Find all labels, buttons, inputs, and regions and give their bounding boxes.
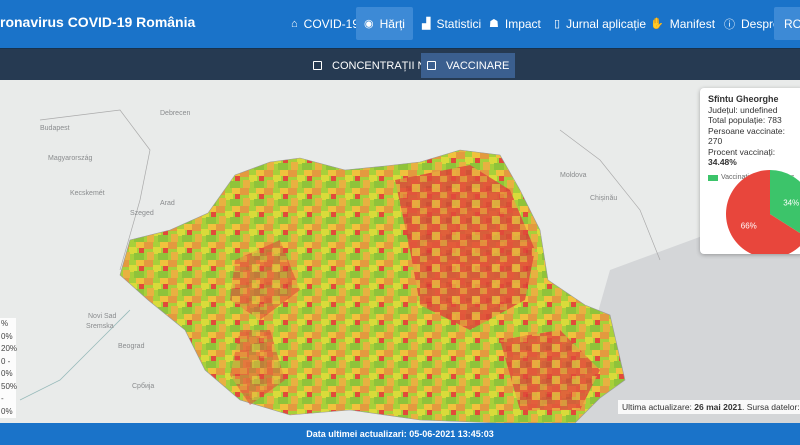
nav-statistici[interactable]: ▟ Statistici	[422, 16, 482, 31]
hand-icon: ✋	[650, 18, 664, 30]
label-beograd: Beograd	[118, 343, 145, 350]
chart-icon: ▟	[422, 18, 431, 30]
top-navbar: ronavirus COVID-19 România ⌂ COVID-19 ◉ Hă…	[0, 0, 800, 48]
update-stamp: Ultima actualizare: 26 mai 2021. Sursa d…	[618, 400, 800, 414]
nav-covid19[interactable]: ⌂ COVID-19	[291, 16, 360, 31]
label-magyarorszag: Magyarország	[48, 155, 93, 162]
label-kecskemet: Kecskemét	[70, 190, 105, 197]
locality-popup: Sfîntu Gheorghe Județul: undefined Total…	[700, 88, 800, 254]
brand-title[interactable]: ronavirus COVID-19 România	[0, 14, 196, 30]
popup-percent: Procent vaccinați: 34.48%	[708, 146, 776, 168]
popup-judet: Județul: undefined	[708, 104, 778, 115]
toggle-vaccinare[interactable]: VACCINARE	[421, 53, 516, 78]
label-novisad: Novi Sad	[88, 313, 117, 320]
nav-manifest[interactable]: ✋ Manifest	[650, 16, 716, 31]
layer-toggle-bar: CONCENTRAȚII NO2 VACCINARE	[0, 48, 800, 80]
info-icon: ⓘ	[724, 18, 735, 31]
footer-last-update: Data ultimei actualizari: 05-06-2021 13:…	[0, 423, 800, 445]
label-budapest: Budapest	[40, 125, 70, 132]
pie-label-unvaccinated: 66%	[741, 222, 757, 231]
map-svg	[19, 109, 800, 423]
popup-population: Total populație: 783	[708, 115, 782, 125]
pie-label-vaccinated: 34%	[783, 198, 799, 207]
toggle-no2[interactable]: CONCENTRAȚII NO2	[307, 53, 446, 78]
checkbox-icon[interactable]	[313, 61, 322, 70]
people-icon: ☗	[489, 18, 499, 30]
popup-title: Sfîntu Gheorghe	[708, 94, 779, 104]
popup-vaccinated: Persoane vaccinate: 270	[708, 125, 786, 147]
label-srbija: Србија	[132, 383, 155, 390]
language-button[interactable]: RO	[774, 7, 800, 40]
label-arad: Arad	[160, 200, 175, 207]
nav-harti[interactable]: ◉ Hărți	[356, 7, 413, 40]
nav-impact[interactable]: ☗ Impact	[489, 16, 541, 31]
nav-jurnal[interactable]: ▯ Jurnal aplicație	[554, 16, 647, 31]
nav-despre[interactable]: ⓘ Despre	[724, 16, 780, 31]
pie-chart: 34% 66%	[726, 170, 800, 254]
compass-icon: ◉	[364, 18, 374, 30]
label-szeged: Szeged	[130, 210, 154, 217]
label-moldova: Moldova	[560, 172, 587, 179]
color-legend: % 0% 20% 0 - 0% 50% - 0%	[0, 318, 17, 418]
map-canvas[interactable]: Budapest Magyarország Novi Sad Beograd С…	[0, 80, 800, 423]
label-sremska: Sremska	[86, 323, 114, 330]
pie-slice-unvaccinated	[726, 170, 800, 254]
home-icon: ⌂	[291, 17, 298, 30]
file-icon: ▯	[554, 18, 561, 30]
pie-slice-vaccinated	[770, 170, 800, 234]
label-chisinau: Chișinău	[590, 195, 618, 202]
label-debrecen: Debrecen	[160, 110, 191, 117]
checkbox-icon[interactable]	[427, 61, 436, 70]
vaccinated-swatch	[708, 174, 718, 181]
